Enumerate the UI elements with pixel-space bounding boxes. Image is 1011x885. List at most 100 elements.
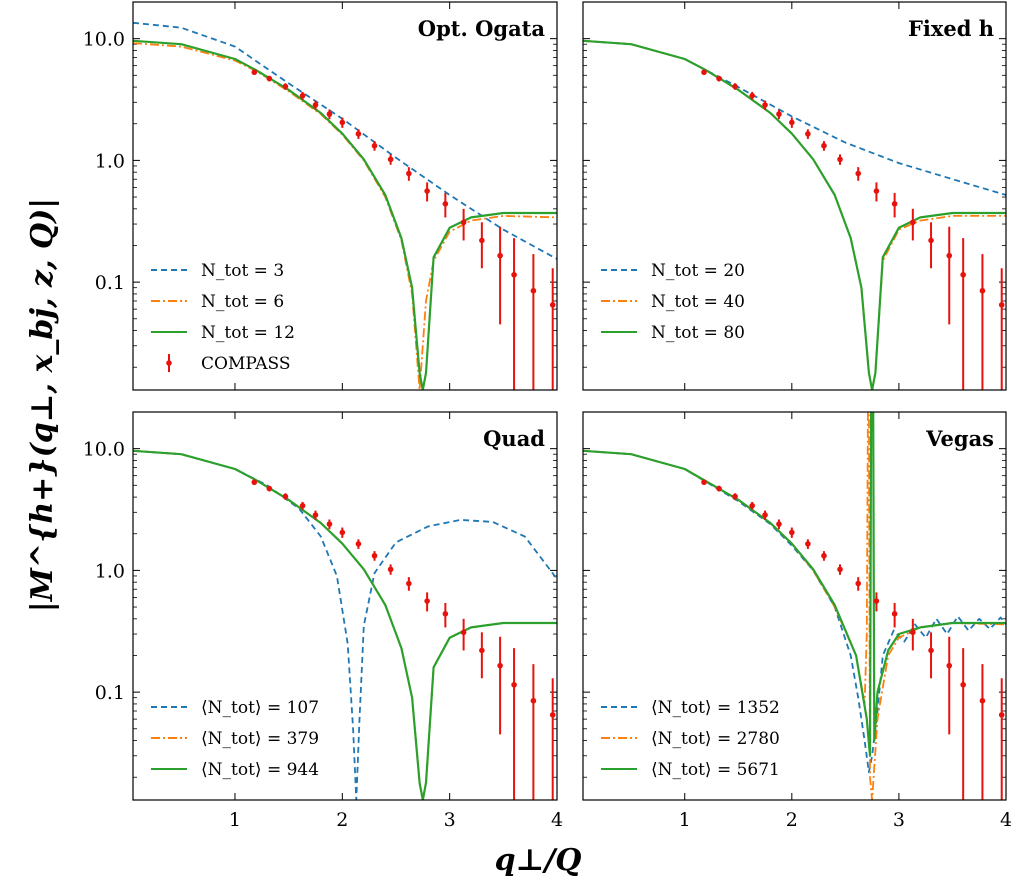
legend-label: ⟨N_tot⟩ = 5671 [651,760,780,780]
data-point [312,512,319,518]
data-point [299,502,306,509]
data-point [549,302,556,308]
data-point [312,102,319,108]
data-point [549,712,556,718]
data-point [946,252,953,259]
data-point [424,188,430,194]
series-line-2 [133,42,557,390]
legend-label: N_tot = 20 [651,261,745,281]
data-point [442,200,449,207]
y-tick-label: 0.1 [95,682,125,704]
x-tick-label: 1 [679,809,691,831]
x-tick-label: 2 [336,809,348,831]
data-point [762,102,768,108]
data-point [701,479,707,486]
data-point [821,142,827,149]
data-point [460,219,467,226]
data-point [873,598,880,604]
x-tick-label: 4 [551,809,563,831]
curves [133,449,557,800]
series-line-1 [583,39,1006,196]
data-point [891,610,898,617]
series-line-1 [133,449,557,800]
y-tick-label: 0.1 [95,272,125,294]
data-point [837,156,843,163]
plot-frame [132,411,558,801]
data-point [821,552,827,559]
minor-ticks [133,453,557,778]
data-point [749,502,755,509]
data-point [299,92,306,99]
legend-label: N_tot = 3 [201,261,284,281]
data-point [998,712,1005,718]
data-point [979,697,986,704]
data-point [511,681,517,688]
data-point [837,566,843,573]
panel-title: Vegas [925,426,994,451]
y-tick-label: 10.0 [83,439,125,461]
data-point [266,485,273,492]
panel-1: 10.0 1.0 0.1 Opt. Ogata N_tot = 3 N_tot = 6 N_… [83,1,558,391]
data-point [424,598,430,604]
data-point [946,662,953,669]
data-point [789,119,795,126]
minor-ticks [133,43,557,368]
data-point [960,681,966,688]
curves [133,21,557,390]
y-axis-label: |M^{h+}(q⊥, x_bj, z, Q)| [25,198,60,612]
data-point [406,580,412,587]
legend-label: ⟨N_tot⟩ = 2780 [651,729,780,749]
legend-marker-dot [166,360,172,366]
series-line-2 [583,412,1006,800]
data-point [406,170,412,177]
panel-title: Opt. Ogata [418,16,546,41]
x-tick-label: 1 [229,809,241,831]
legend: ⟨N_tot⟩ = 1352 ⟨N_tot⟩ = 2780 ⟨N_tot⟩ = 56… [601,698,780,780]
y-tick-label: 1.0 [95,560,125,582]
data-point [960,271,966,278]
data-point [716,75,722,82]
data-point [891,200,898,207]
data-point [805,541,811,547]
y-tick-label: 10.0 [83,29,125,51]
compass-data [251,69,556,390]
data-point [910,219,916,226]
data-point [928,647,934,654]
data-point [460,629,467,636]
legend-label: N_tot = 12 [201,323,295,343]
curves [583,39,1006,390]
data-point [873,188,880,194]
series-line-1 [583,449,1006,774]
data-point [371,142,378,149]
data-point [266,75,273,82]
data-point [776,521,782,527]
legend-label: N_tot = 6 [201,292,284,312]
data-point [355,131,362,137]
legend-label: ⟨N_tot⟩ = 944 [201,760,319,780]
data-point [387,156,394,163]
legend-label: ⟨N_tot⟩ = 379 [201,729,319,749]
panel-2: Fixed h N_tot = 20 N_tot = 40 N_tot = 80 [582,1,1007,391]
legend: N_tot = 20 N_tot = 40 N_tot = 80 [601,261,745,343]
minor-ticks [583,453,1006,778]
series-line-3 [133,449,557,800]
data-point [511,271,517,278]
y-tick-label: 1.0 [95,150,125,172]
legend-label: N_tot = 40 [651,292,745,312]
legend-label: COMPASS [201,354,291,374]
data-point [282,83,289,90]
x-tick-label: 3 [444,809,456,831]
data-point [326,111,333,117]
legend-label: ⟨N_tot⟩ = 107 [201,698,319,718]
legend: ⟨N_tot⟩ = 107 ⟨N_tot⟩ = 379 ⟨N_tot⟩ = 944 [151,698,319,780]
data-point [442,610,449,617]
compass-data [251,479,556,800]
data-point [497,662,503,669]
compass-data [701,69,1005,390]
x-axis-label: q⊥/Q [495,843,582,878]
data-point [998,302,1005,308]
data-point [479,237,485,244]
